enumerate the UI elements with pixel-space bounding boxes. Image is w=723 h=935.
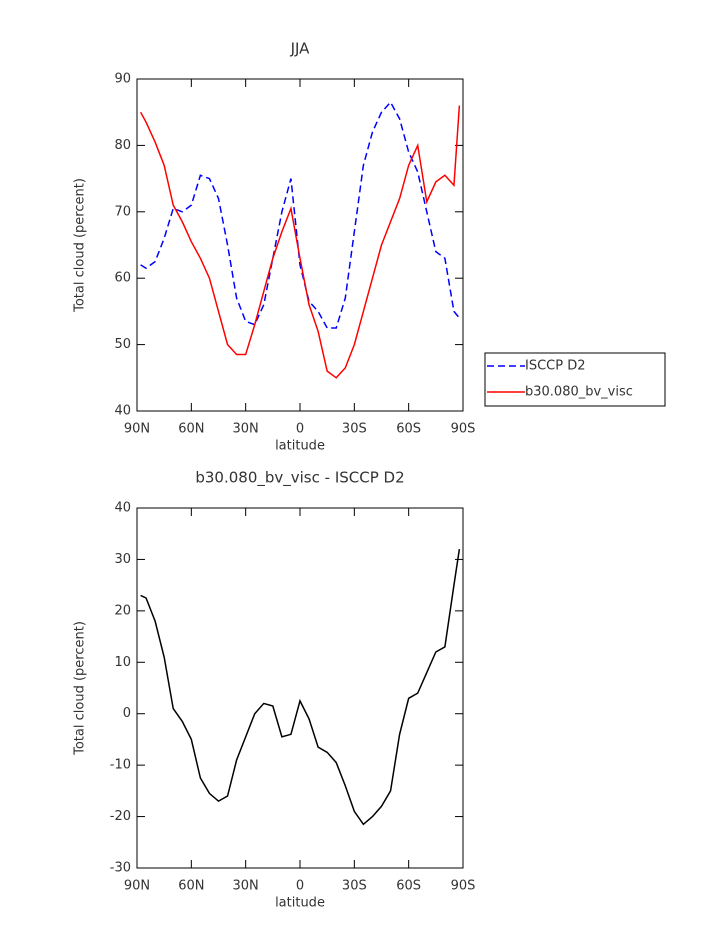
y-axis-label: Total cloud (percent) xyxy=(73,178,88,313)
x-tick-label: 60N xyxy=(178,422,204,437)
y-tick-label: -30 xyxy=(110,861,131,876)
chart-title: JJA xyxy=(290,40,311,58)
legend-label: b30.080_bv_visc xyxy=(525,385,633,400)
y-tick-label: 20 xyxy=(114,603,131,618)
y-tick-label: 40 xyxy=(114,501,131,516)
y-tick-label: -10 xyxy=(110,758,131,773)
y-tick-label: 40 xyxy=(114,404,131,419)
x-tick-label: 90N xyxy=(124,422,150,437)
x-tick-label: 30N xyxy=(233,422,259,437)
y-tick-label: 90 xyxy=(114,72,131,87)
y-tick-label: 0 xyxy=(123,706,131,721)
x-tick-label: 30S xyxy=(342,879,367,894)
x-tick-label: 0 xyxy=(296,879,304,894)
y-axis-label: Total cloud (percent) xyxy=(73,621,88,756)
y-tick-label: 50 xyxy=(114,337,131,352)
plot-frame xyxy=(136,507,464,869)
x-tick-label: 30S xyxy=(342,422,367,437)
y-tick-label: 60 xyxy=(114,271,131,286)
y-tick-label: 30 xyxy=(114,552,131,567)
data-line xyxy=(139,105,461,379)
y-tick-label: 80 xyxy=(114,138,131,153)
chart-title: b30.080_bv_visc - ISCCP D2 xyxy=(195,469,404,488)
data-line xyxy=(140,549,461,826)
plot-frame xyxy=(136,78,464,412)
x-tick-label: 90S xyxy=(451,879,476,894)
y-tick-label: 70 xyxy=(114,204,131,219)
x-tick-label: 60S xyxy=(396,422,421,437)
x-tick-label: 60N xyxy=(178,879,204,894)
x-tick-label: 30N xyxy=(233,879,259,894)
legend-box xyxy=(484,352,666,407)
data-line xyxy=(140,100,460,329)
x-tick-label: 60S xyxy=(396,879,421,894)
x-tick-label: 90S xyxy=(451,422,476,437)
x-tick-label: 0 xyxy=(296,422,304,437)
x-axis-label: latitude xyxy=(275,896,325,911)
y-tick-label: -20 xyxy=(110,809,131,824)
legend-label: ISCCP D2 xyxy=(525,359,586,374)
x-axis-label: latitude xyxy=(275,439,325,454)
x-tick-label: 90N xyxy=(124,879,150,894)
y-tick-label: 10 xyxy=(114,655,131,670)
